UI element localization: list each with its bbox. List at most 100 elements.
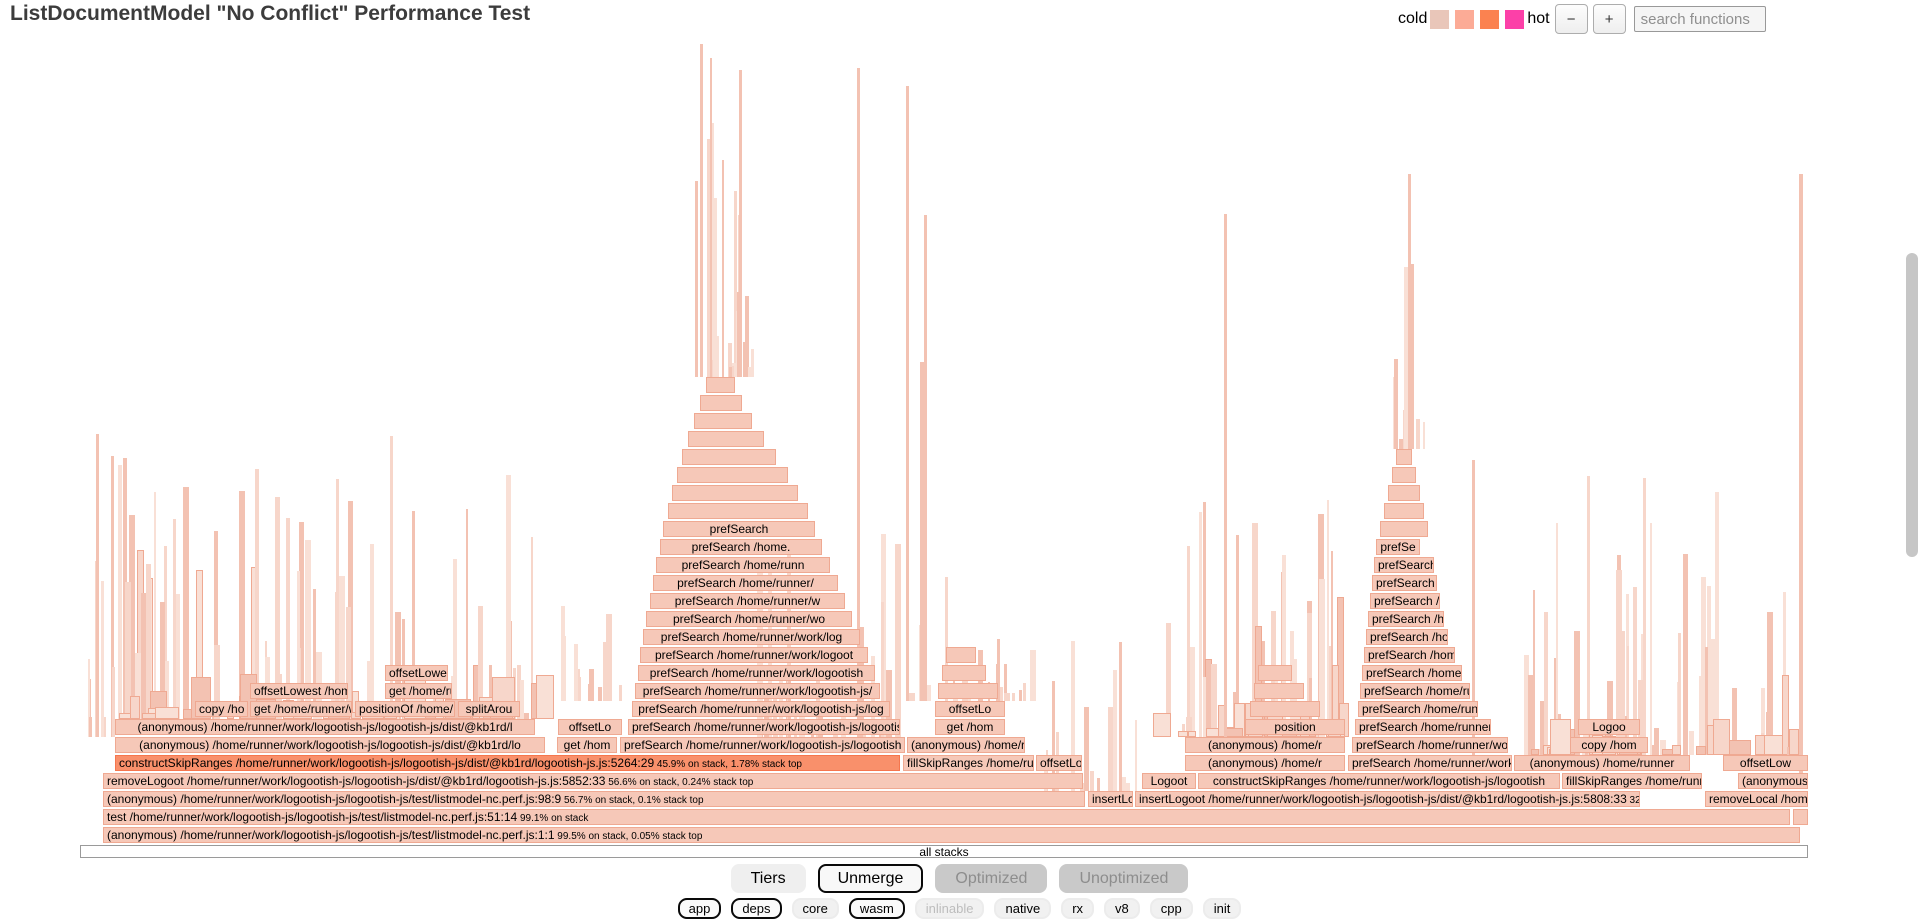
flame-frame[interactable]: offsetLo [1036,755,1082,771]
flame-frame[interactable]: prefSearch /home/runner/work/logootish-j… [628,719,900,735]
flame-frame[interactable]: prefSearch /home/runner/work [1348,755,1512,771]
flame-frame[interactable] [1396,449,1412,465]
flame-frame[interactable]: copy /ho [195,701,248,717]
root-frame-all-stacks[interactable]: all stacks [80,845,1808,858]
flame-frame[interactable] [672,485,798,501]
flame-frame[interactable] [1254,683,1304,699]
filter-chip-core[interactable]: core [791,898,839,919]
filter-chip-wasm[interactable]: wasm [848,898,905,919]
flame-frame[interactable]: fillSkipRanges /home/runner [1562,773,1702,789]
flame-frame[interactable]: prefSearch /home/runner/ [653,575,838,591]
flame-frame[interactable]: (anonymous) /home/runner/work/logootish-… [103,827,1800,843]
filter-chip-rx[interactable]: rx [1061,898,1095,919]
flame-frame[interactable]: prefSearch /home/runner/work/logoot [640,647,868,663]
flame-frame[interactable]: position [1245,719,1345,735]
flame-frame[interactable]: removeLocal /hom [1705,791,1808,807]
flame-frame[interactable]: (anonymous) /home/ru [907,737,1025,753]
flame-frame[interactable]: (anonymous) /home/runner/work/logootish-… [115,719,535,735]
flame-frame[interactable]: prefSearch /home/runner/ [1355,719,1491,735]
flame-frame[interactable]: prefSearch /hon [1368,611,1444,627]
flame-frame[interactable] [1258,665,1292,681]
flame-frame[interactable]: constructSkipRanges /home/runner/work/lo… [1198,773,1560,789]
flame-frame[interactable] [1388,485,1420,501]
flame-frame[interactable] [1793,809,1808,825]
flame-frame[interactable]: (anonymous) /home/runner/work/logootish-… [103,791,1085,807]
flame-frame[interactable]: prefSearch [663,521,815,537]
flame-frame[interactable]: prefSearch /home/runner/work/log [643,629,860,645]
flame-frame[interactable] [682,449,776,465]
flame-frame[interactable]: get /home/runner/w [250,701,352,717]
flame-spike [1004,664,1007,701]
flame-frame[interactable]: prefSearch /home/runner/wor [1352,737,1508,753]
flame-frame[interactable]: prefSearch /ho [1370,593,1440,609]
flame-frame[interactable] [1392,467,1416,483]
filter-chip-deps[interactable]: deps [731,898,782,919]
flame-frame[interactable]: insertLogoot /home/runner/work/logootish… [1135,791,1640,807]
flame-frame[interactable]: prefSe [1376,539,1420,555]
filter-chip-init[interactable]: init [1202,898,1242,919]
flame-frame[interactable]: insertLoc [1088,791,1133,807]
flame-frame[interactable] [688,431,764,447]
flame-frame[interactable] [1380,521,1428,537]
filter-chip-native[interactable]: native [994,898,1052,919]
flame-frame[interactable]: Logoot [1142,773,1196,789]
flame-frame[interactable]: prefSearch [1374,557,1434,573]
filter-chip-cpp[interactable]: cpp [1149,898,1193,919]
vertical-scrollbar-thumb[interactable] [1906,253,1918,557]
flame-frame[interactable]: positionOf /home/ [355,701,455,717]
flame-frame[interactable] [700,395,742,411]
flame-frame[interactable]: prefSearch /home/runner/wo [646,611,852,627]
flame-frame[interactable] [1250,701,1320,717]
flame-frame[interactable]: prefSearch /home/runner/work/logootish-j… [635,683,880,699]
mode-button-tiers[interactable]: Tiers [730,864,806,893]
flame-frame[interactable] [946,647,976,663]
flame-frame[interactable]: offsetLowest [385,665,448,681]
flame-frame[interactable] [668,503,808,519]
zoom-out-button[interactable]: − [1554,4,1588,34]
flame-frame[interactable]: (anonymous) [1738,773,1808,789]
search-input[interactable] [1633,6,1766,32]
flame-frame[interactable]: offsetLo [935,701,1005,717]
flame-frame[interactable]: prefSearch /home/runner/w [650,593,845,609]
flame-frame[interactable]: get /home/ru [385,683,452,699]
flame-frame[interactable]: prefSearch /home/runner/work/logootish-j… [620,737,905,753]
flame-frame[interactable] [694,413,752,429]
flame-frame[interactable]: test /home/runner/work/logootish-js/logo… [103,809,1790,825]
flame-frame[interactable] [938,683,998,699]
flame-frame[interactable]: prefSearch /home. [660,539,822,555]
flame-frame[interactable]: prefSearch /hom [1366,629,1448,645]
flame-frame[interactable]: removeLogoot /home/runner/work/logootish… [103,773,1083,789]
frame-label: offsetLow [1739,756,1792,770]
flame-frame[interactable]: constructSkipRanges /home/runner/work/lo… [115,755,900,771]
flame-frame[interactable]: prefSearch /home/rur [1362,665,1462,681]
flame-frame[interactable]: Logoo [1578,719,1640,735]
flame-frame[interactable] [942,665,986,681]
filter-chip-app[interactable]: app [677,898,722,919]
flame-frame[interactable]: (anonymous) /home/runner [1514,755,1690,771]
flame-frame[interactable]: (anonymous) /home/r [1185,737,1345,753]
filter-chip-v8[interactable]: v8 [1104,898,1140,919]
flame-frame[interactable]: (anonymous) /home/runner/work/logootish-… [115,737,545,753]
flame-frame[interactable]: prefSearch /home/runner [1358,701,1478,717]
flame-spike [1030,650,1036,701]
flame-frame[interactable]: prefSearch /h [1372,575,1437,591]
flame-frame[interactable]: offsetLowest /home [250,683,348,699]
flame-frame[interactable]: offsetLow [1723,755,1808,771]
flame-frame[interactable]: fillSkipRanges /home/ru [903,755,1034,771]
flame-frame[interactable]: get /hom [557,737,617,753]
flame-frame[interactable]: prefSearch /home/ru [1364,647,1455,663]
zoom-in-button[interactable]: + [1592,4,1626,34]
flame-frame[interactable]: prefSearch /home/runner/work/logootish [638,665,875,681]
mode-button-unmerge[interactable]: Unmerge [817,864,924,893]
flame-frame[interactable]: offsetLo [558,719,622,735]
flame-frame[interactable] [677,467,788,483]
flame-frame[interactable]: get /hom [935,719,1005,735]
flame-frame[interactable]: copy /hom [1570,737,1648,753]
flame-frame[interactable] [1384,503,1424,519]
flame-frame[interactable]: prefSearch /home/runn [1360,683,1470,699]
flame-frame[interactable]: prefSearch /home/runner/work/logootish-j… [632,701,890,717]
flame-frame[interactable]: (anonymous) /home/r [1185,755,1345,771]
flame-frame[interactable]: prefSearch /home/runn [656,557,830,573]
flame-frame[interactable]: splitArou [458,701,520,717]
flame-frame[interactable] [706,377,735,393]
